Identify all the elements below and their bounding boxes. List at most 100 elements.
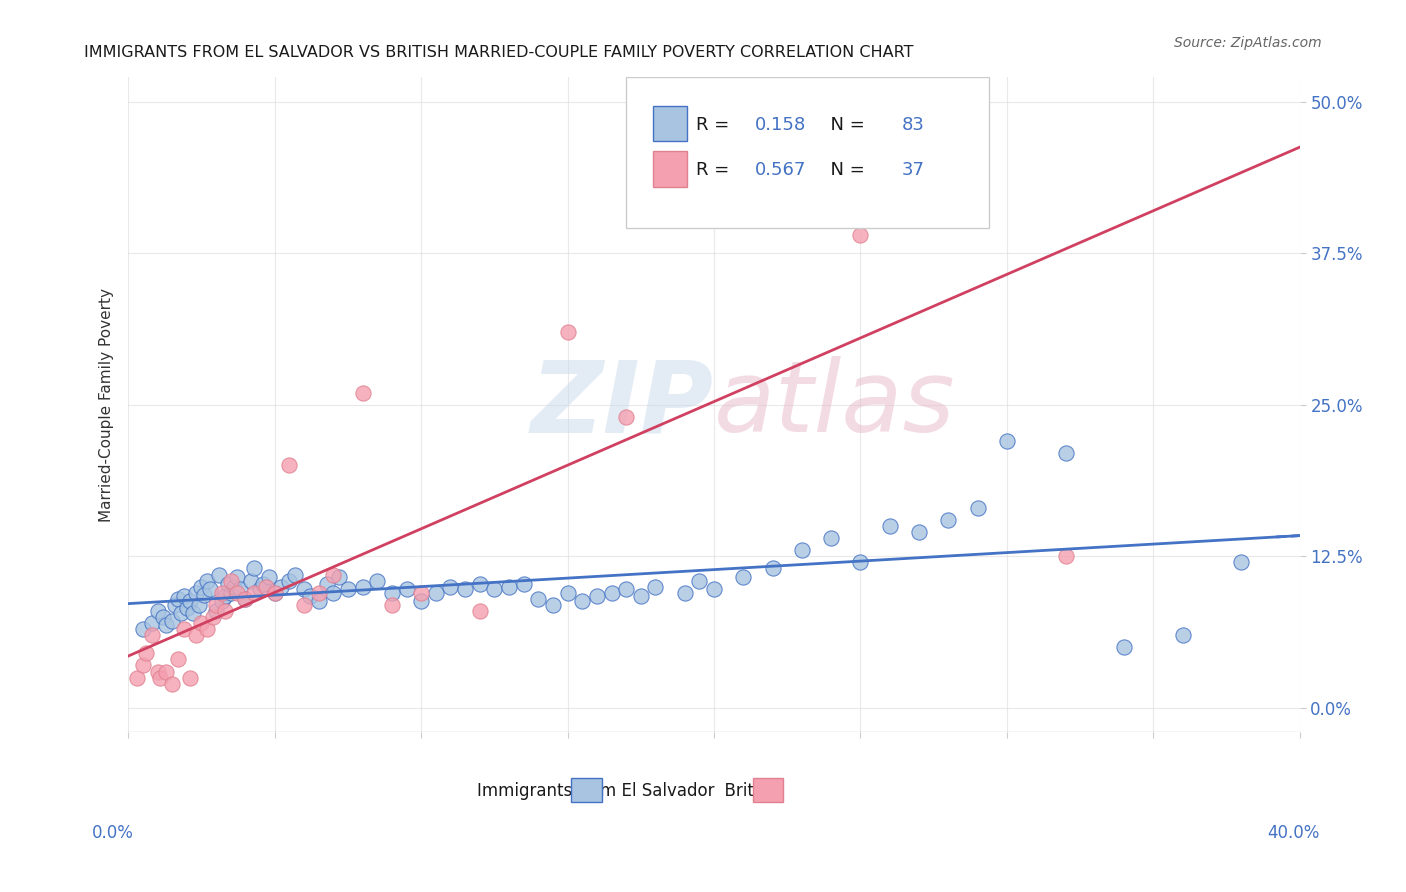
Point <box>527 591 550 606</box>
Point <box>454 582 477 596</box>
Text: R =: R = <box>696 161 735 179</box>
Point <box>170 607 193 621</box>
Point <box>243 585 266 599</box>
Point <box>155 618 177 632</box>
Point <box>468 604 491 618</box>
Point <box>381 598 404 612</box>
Point <box>298 590 321 604</box>
Point <box>179 594 201 608</box>
Point <box>165 598 187 612</box>
Point <box>195 622 218 636</box>
Point <box>411 585 433 599</box>
Point <box>512 577 534 591</box>
Point <box>1230 556 1253 570</box>
Point <box>228 582 250 596</box>
Point <box>322 585 344 599</box>
Point <box>193 588 215 602</box>
Point <box>292 582 315 596</box>
Point <box>167 591 190 606</box>
Point <box>235 591 257 606</box>
Text: 83: 83 <box>901 116 924 134</box>
Point <box>176 601 198 615</box>
Point <box>600 585 623 599</box>
Point <box>938 513 960 527</box>
Point <box>249 582 271 596</box>
Point <box>790 543 813 558</box>
Point <box>328 570 350 584</box>
Text: 37: 37 <box>901 161 925 179</box>
Point <box>571 594 593 608</box>
Point <box>179 671 201 685</box>
Point <box>849 556 872 570</box>
Point <box>762 561 785 575</box>
Point <box>173 590 195 604</box>
Point <box>644 580 666 594</box>
Point <box>214 604 236 618</box>
Point <box>211 594 233 608</box>
Point <box>820 531 842 545</box>
Point <box>240 574 263 588</box>
Point <box>1171 628 1194 642</box>
Point <box>439 580 461 594</box>
Point <box>146 604 169 618</box>
Point <box>187 598 209 612</box>
Point <box>205 604 228 618</box>
Point <box>703 582 725 596</box>
Point <box>1114 640 1136 655</box>
Point <box>352 385 374 400</box>
Point <box>849 228 872 243</box>
Point <box>173 622 195 636</box>
Point <box>995 434 1018 449</box>
Text: atlas: atlas <box>714 356 956 453</box>
Point <box>219 574 242 588</box>
Point <box>190 580 212 594</box>
Point <box>146 665 169 679</box>
Point <box>141 615 163 630</box>
Point <box>541 598 564 612</box>
FancyBboxPatch shape <box>654 152 688 186</box>
Point <box>411 594 433 608</box>
Point <box>243 561 266 575</box>
Point <box>322 567 344 582</box>
Point <box>217 577 239 591</box>
Point <box>908 525 931 540</box>
Point <box>225 585 247 599</box>
Point <box>184 628 207 642</box>
Point <box>160 614 183 628</box>
Point <box>498 580 520 594</box>
Point <box>278 458 301 473</box>
Point <box>211 585 233 599</box>
Text: 0.0%: 0.0% <box>91 824 134 842</box>
Point <box>557 325 579 339</box>
Point <box>270 580 292 594</box>
Text: IMMIGRANTS FROM EL SALVADOR VS BRITISH MARRIED-COUPLE FAMILY POVERTY CORRELATION: IMMIGRANTS FROM EL SALVADOR VS BRITISH M… <box>84 45 914 60</box>
Point <box>316 577 339 591</box>
Point <box>468 577 491 591</box>
Point <box>879 519 901 533</box>
Point <box>160 676 183 690</box>
Point <box>263 585 285 599</box>
Text: R =: R = <box>696 116 735 134</box>
Point <box>152 610 174 624</box>
Point <box>366 574 388 588</box>
Point <box>219 585 242 599</box>
FancyBboxPatch shape <box>752 778 783 802</box>
Point <box>257 570 280 584</box>
Point <box>254 580 277 594</box>
Point <box>263 585 285 599</box>
FancyBboxPatch shape <box>571 778 602 802</box>
Text: Immigrants from El Salvador: Immigrants from El Salvador <box>477 782 714 800</box>
Point <box>167 652 190 666</box>
Y-axis label: Married-Couple Family Poverty: Married-Couple Family Poverty <box>100 288 114 522</box>
Point <box>614 409 637 424</box>
Point <box>630 590 652 604</box>
Point <box>336 582 359 596</box>
Point <box>395 582 418 596</box>
Point <box>181 607 204 621</box>
Point <box>673 585 696 599</box>
Point <box>733 570 755 584</box>
Point <box>308 594 330 608</box>
Point <box>202 610 225 624</box>
Point <box>284 567 307 582</box>
Text: 40.0%: 40.0% <box>1267 824 1320 842</box>
